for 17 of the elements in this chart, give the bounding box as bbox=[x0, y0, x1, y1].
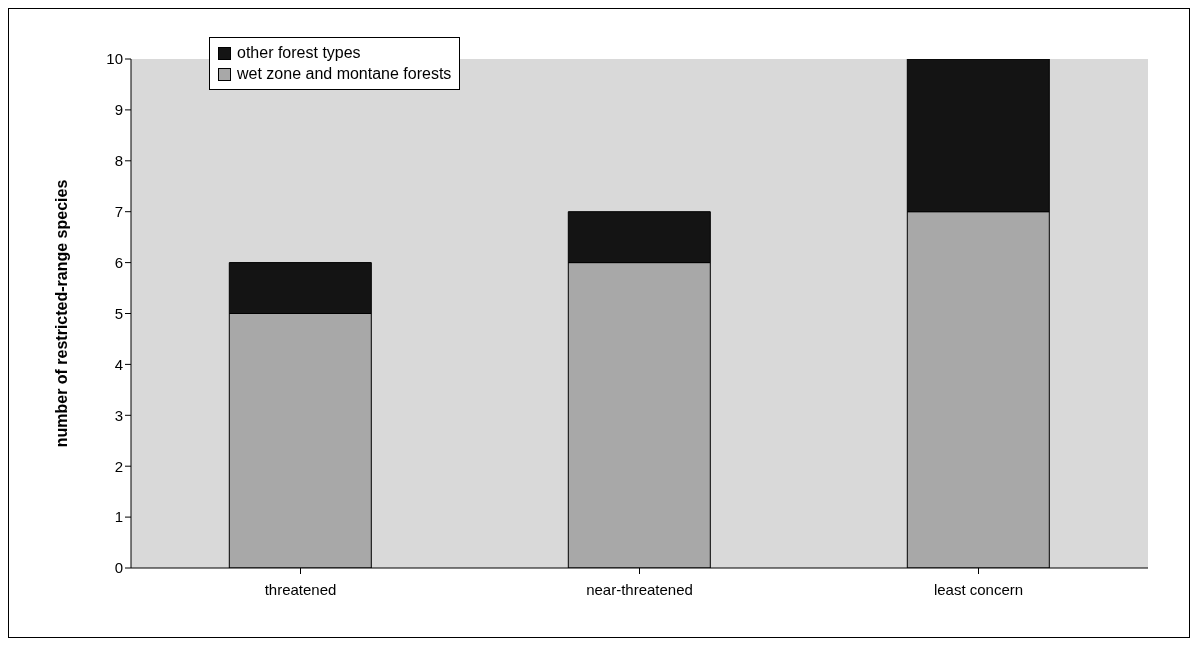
x-tick-label: least concern bbox=[933, 580, 1024, 598]
y-axis-title: number of restricted-range species bbox=[52, 179, 70, 448]
x-tick-label: threatened bbox=[264, 580, 337, 598]
y-tick-label: 0 bbox=[114, 559, 123, 577]
y-tick-label: 4 bbox=[114, 355, 123, 373]
y-tick-label: 5 bbox=[114, 304, 123, 322]
y-tick-label: 3 bbox=[114, 406, 123, 424]
y-tick-label: 1 bbox=[114, 508, 123, 526]
legend-label: other forest types bbox=[237, 44, 361, 62]
x-tick-label: near-threatened bbox=[586, 580, 693, 598]
y-tick-label: 8 bbox=[114, 152, 123, 170]
y-tick-label: 7 bbox=[114, 203, 123, 221]
legend-label: wet zone and montane forests bbox=[237, 65, 452, 83]
y-tick-label: 2 bbox=[114, 457, 123, 475]
y-tick-label: 6 bbox=[114, 253, 123, 271]
y-tick-label: 9 bbox=[114, 101, 123, 119]
y-tick-label: 10 bbox=[106, 50, 123, 68]
